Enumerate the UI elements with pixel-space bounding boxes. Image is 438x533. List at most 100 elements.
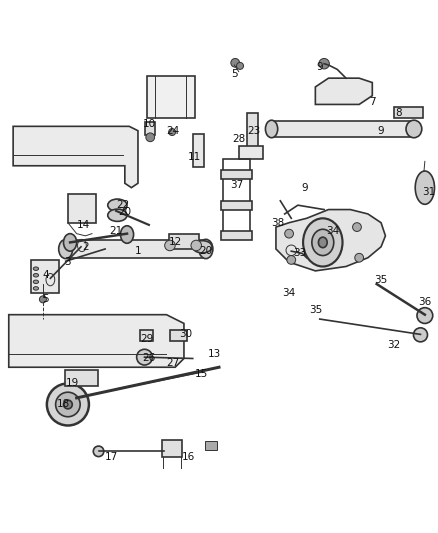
Polygon shape: [276, 209, 385, 271]
Text: 14: 14: [77, 220, 90, 230]
Ellipse shape: [33, 280, 39, 284]
Text: 12: 12: [169, 237, 182, 247]
Ellipse shape: [285, 229, 293, 238]
Text: 23: 23: [247, 126, 261, 136]
Bar: [193, 134, 204, 167]
Text: 9: 9: [378, 126, 385, 136]
Text: 3: 3: [64, 257, 71, 267]
Text: 34: 34: [283, 288, 296, 298]
Text: 5: 5: [231, 69, 238, 79]
Text: 2: 2: [82, 242, 89, 252]
Ellipse shape: [193, 241, 212, 253]
Ellipse shape: [318, 237, 327, 248]
Text: 31: 31: [423, 187, 436, 197]
Text: 10: 10: [142, 119, 155, 129]
Text: 38: 38: [272, 217, 285, 228]
Bar: [221, 231, 252, 240]
Ellipse shape: [303, 219, 343, 266]
Ellipse shape: [93, 446, 104, 457]
Text: 19: 19: [66, 377, 79, 387]
Ellipse shape: [56, 392, 80, 417]
Bar: [66, 240, 206, 258]
Text: 16: 16: [182, 452, 195, 462]
Bar: [162, 440, 182, 457]
Bar: [221, 170, 252, 179]
Text: 33: 33: [293, 248, 307, 259]
Polygon shape: [13, 126, 138, 188]
Ellipse shape: [353, 223, 361, 231]
Bar: [65, 370, 98, 386]
Ellipse shape: [191, 240, 201, 251]
Ellipse shape: [319, 59, 329, 69]
Ellipse shape: [33, 267, 39, 270]
Ellipse shape: [120, 226, 134, 243]
Text: 5: 5: [42, 294, 49, 304]
Ellipse shape: [64, 233, 77, 251]
Text: 22: 22: [116, 200, 129, 210]
Ellipse shape: [199, 239, 213, 259]
Text: 7: 7: [369, 97, 376, 107]
Bar: [147, 76, 195, 118]
Ellipse shape: [406, 120, 422, 138]
Text: 35: 35: [309, 305, 322, 316]
Polygon shape: [9, 314, 184, 367]
Bar: [140, 330, 153, 341]
Text: 26: 26: [142, 353, 155, 364]
Ellipse shape: [64, 400, 72, 409]
Text: 18: 18: [57, 399, 70, 409]
Text: 13: 13: [208, 349, 221, 359]
Text: 15: 15: [195, 369, 208, 379]
Text: 20: 20: [118, 207, 131, 217]
Ellipse shape: [59, 239, 73, 259]
Ellipse shape: [108, 209, 127, 221]
Bar: [169, 233, 199, 249]
Text: 27: 27: [166, 358, 180, 368]
Ellipse shape: [108, 199, 127, 211]
Text: 4: 4: [42, 270, 49, 280]
Text: 35: 35: [374, 274, 388, 285]
Ellipse shape: [39, 296, 46, 303]
Bar: [221, 201, 252, 209]
Text: 8: 8: [395, 108, 402, 118]
Ellipse shape: [312, 229, 334, 255]
Ellipse shape: [265, 120, 278, 138]
Ellipse shape: [237, 62, 244, 69]
Text: 20: 20: [199, 246, 212, 256]
Bar: [170, 330, 187, 341]
Text: 9: 9: [316, 62, 323, 72]
Ellipse shape: [33, 273, 39, 277]
Text: 37: 37: [230, 181, 243, 190]
Bar: [239, 146, 263, 159]
Ellipse shape: [146, 133, 155, 142]
Ellipse shape: [415, 171, 434, 204]
Ellipse shape: [417, 308, 433, 324]
Text: 17: 17: [105, 452, 118, 462]
Bar: [247, 113, 258, 148]
Text: 34: 34: [326, 227, 339, 237]
Text: 30: 30: [180, 329, 193, 340]
Ellipse shape: [355, 253, 364, 262]
Text: 21: 21: [110, 227, 123, 237]
Text: 1: 1: [134, 246, 141, 256]
Text: 24: 24: [166, 126, 180, 136]
Text: 9: 9: [301, 183, 308, 192]
Text: 11: 11: [188, 152, 201, 162]
Ellipse shape: [287, 255, 296, 264]
Bar: [145, 122, 155, 135]
Bar: [205, 441, 217, 449]
Text: 29: 29: [140, 334, 153, 344]
Bar: [223, 159, 250, 236]
Bar: [272, 120, 412, 138]
Polygon shape: [315, 78, 372, 104]
Ellipse shape: [413, 328, 427, 342]
Bar: [68, 194, 96, 223]
Ellipse shape: [137, 349, 152, 365]
Ellipse shape: [231, 59, 240, 67]
Bar: [394, 107, 423, 118]
Ellipse shape: [33, 287, 39, 290]
Bar: [31, 260, 59, 293]
Text: 28: 28: [232, 134, 245, 144]
Ellipse shape: [47, 383, 89, 425]
Ellipse shape: [165, 240, 175, 251]
Text: 32: 32: [388, 341, 401, 350]
